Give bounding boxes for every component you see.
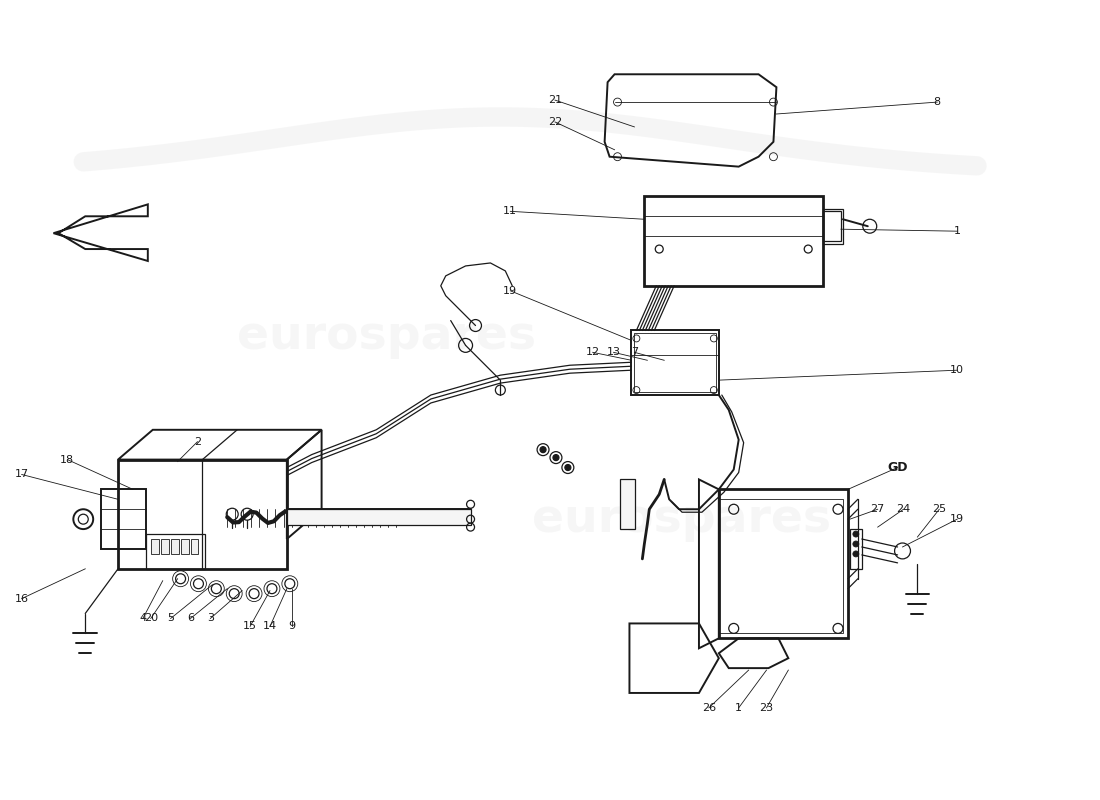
Text: 16: 16 — [14, 594, 29, 604]
Circle shape — [553, 454, 559, 461]
Text: 8: 8 — [934, 97, 940, 107]
Text: 3: 3 — [207, 614, 213, 623]
Bar — [631, 330, 718, 395]
Text: 23: 23 — [759, 703, 773, 713]
Bar — [823, 210, 843, 244]
Text: 27: 27 — [870, 504, 884, 514]
Text: 10: 10 — [950, 366, 965, 375]
Bar — [287, 510, 471, 525]
Text: 5: 5 — [167, 614, 174, 623]
Bar — [161, 539, 168, 554]
Text: 9: 9 — [288, 622, 296, 631]
Text: 13: 13 — [606, 347, 620, 358]
Circle shape — [565, 465, 571, 470]
Text: 1: 1 — [735, 703, 743, 713]
Text: 21: 21 — [548, 95, 562, 105]
Text: 4: 4 — [140, 614, 146, 623]
Text: 15: 15 — [243, 622, 257, 631]
Text: 19: 19 — [503, 286, 517, 296]
Circle shape — [852, 551, 859, 557]
Text: 17: 17 — [14, 470, 29, 479]
Text: 7: 7 — [630, 347, 638, 358]
Text: GD: GD — [888, 461, 907, 474]
Bar — [101, 490, 146, 549]
Text: 18: 18 — [60, 454, 75, 465]
Bar — [718, 499, 843, 634]
Bar — [645, 197, 823, 286]
Bar — [180, 539, 188, 554]
Text: 11: 11 — [504, 206, 517, 216]
Text: eurospares: eurospares — [236, 314, 536, 359]
Text: 2: 2 — [194, 437, 201, 446]
Bar — [718, 490, 848, 638]
Text: 6: 6 — [187, 614, 194, 623]
Bar — [190, 539, 198, 554]
Bar — [635, 334, 716, 392]
Circle shape — [852, 531, 859, 537]
Bar — [118, 459, 287, 569]
Bar — [151, 539, 158, 554]
Circle shape — [852, 541, 859, 547]
Text: 14: 14 — [263, 622, 277, 631]
Text: 19: 19 — [950, 514, 965, 524]
Bar — [823, 211, 842, 241]
Bar — [619, 479, 636, 529]
Text: 22: 22 — [548, 117, 562, 127]
Bar — [146, 534, 206, 569]
Text: 26: 26 — [702, 703, 716, 713]
Circle shape — [540, 446, 546, 453]
Bar — [170, 539, 178, 554]
Text: 25: 25 — [932, 504, 946, 514]
Text: 20: 20 — [144, 614, 158, 623]
Text: 24: 24 — [896, 504, 911, 514]
Bar — [850, 529, 861, 569]
Text: 12: 12 — [585, 347, 600, 358]
Text: eurospares: eurospares — [531, 497, 830, 542]
Text: 1: 1 — [954, 226, 960, 236]
